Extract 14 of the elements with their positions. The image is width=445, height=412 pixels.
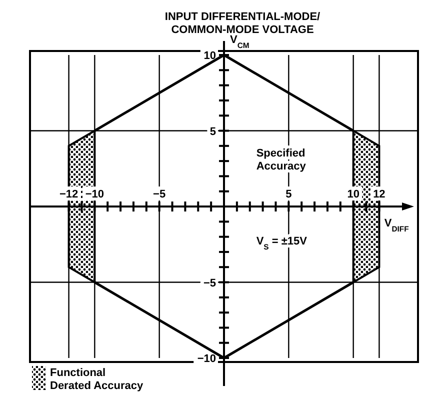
x-tick-label: 12: [373, 188, 386, 200]
x-tick-label: −5: [153, 188, 166, 200]
x-axis-title: V$_{DIFF}$: [384, 218, 410, 233]
x-tick-label: −12: [59, 188, 78, 200]
y-tick-label: −5: [203, 277, 216, 290]
x-tick-label: 5: [286, 188, 292, 200]
x-tick-label: 10: [347, 188, 360, 200]
y-axis-title: V$_{CM}$: [230, 34, 250, 50]
y-tick-label: 10: [204, 50, 216, 62]
chart-title: INPUT DIFFERENTIAL-MODE/ COMMON-MODE VOLTAGE: [164, 11, 320, 36]
x-tick-label: −10: [85, 188, 104, 200]
y-tick-label: −10: [197, 353, 216, 365]
legend-label: Functional Derated Accuracy: [50, 367, 144, 392]
y-tick-label: 5: [210, 126, 216, 138]
